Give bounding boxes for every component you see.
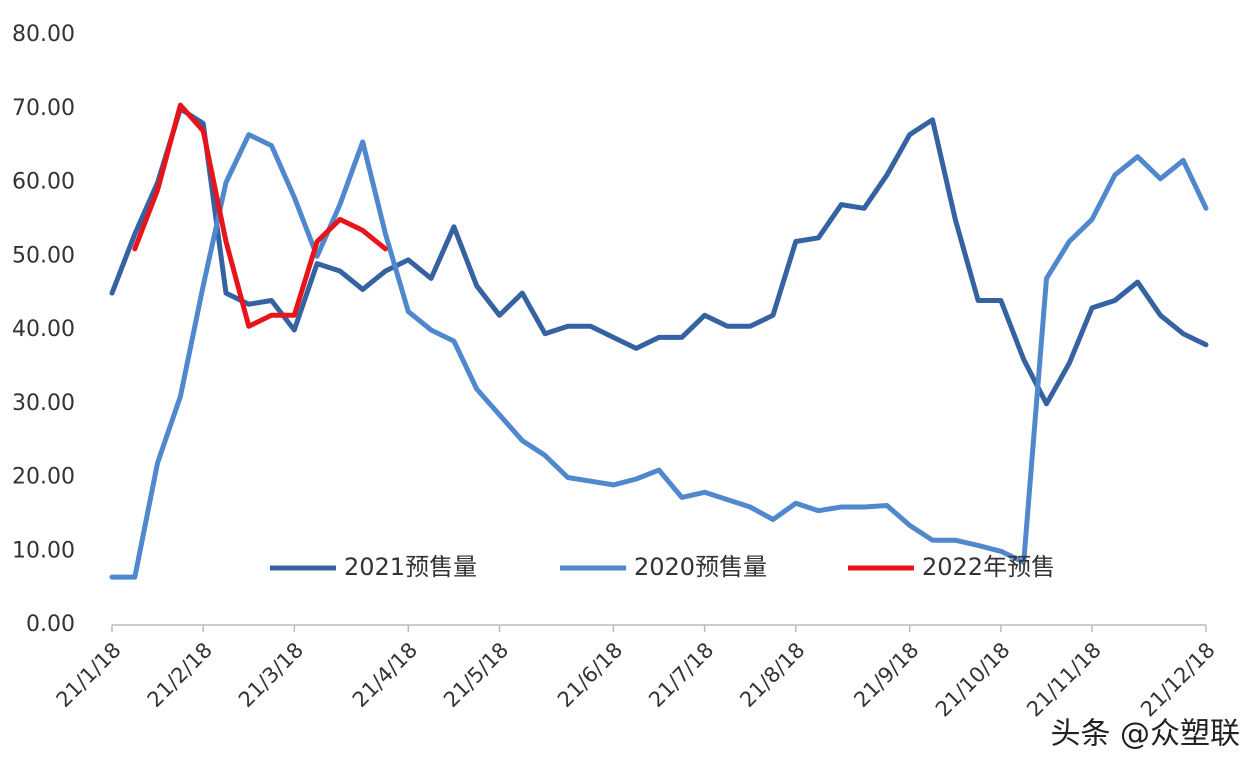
y-tick-label: 40.00: [12, 317, 75, 342]
legend-label: 2020预售量: [634, 553, 767, 581]
series-line: [109, 132, 1209, 580]
y-tick-label: 70.00: [12, 96, 75, 121]
y-tick-label: 0.00: [26, 612, 75, 637]
y-tick-label: 10.00: [12, 538, 75, 563]
y-tick-label: 60.00: [12, 170, 75, 195]
watermark: 头条 @众塑联: [1050, 717, 1240, 752]
y-tick-label: 80.00: [12, 22, 75, 47]
series-line: [109, 106, 1209, 407]
y-tick-label: 30.00: [12, 391, 75, 416]
legend-label: 2021预售量: [344, 553, 477, 581]
y-tick-label: 50.00: [12, 243, 75, 268]
series-line: [132, 102, 388, 329]
y-tick-label: 20.00: [12, 465, 75, 490]
legend-label: 2022年预售: [922, 553, 1055, 581]
